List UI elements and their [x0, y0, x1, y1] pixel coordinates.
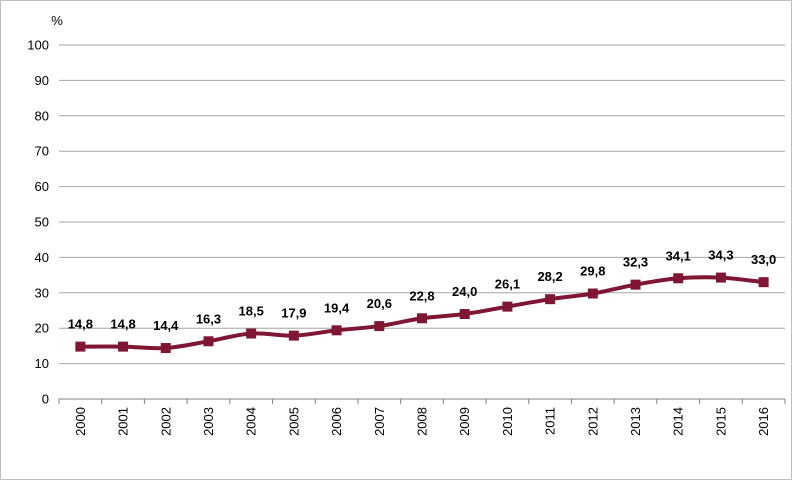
data-point — [587, 288, 598, 299]
x-axis — [58, 398, 786, 404]
data-point — [331, 325, 342, 336]
data-label: 26,1 — [495, 277, 520, 292]
data-label: 14,4 — [153, 318, 179, 333]
data-label: 16,3 — [196, 311, 221, 326]
data-labels: 14,8 14,8 14,4 16,3 18,5 17,9 19,4 20,6 22,8 24,0… — [68, 248, 777, 333]
data-point — [203, 336, 214, 347]
data-label: 34,3 — [708, 248, 733, 263]
data-point — [246, 328, 257, 339]
x-tick-label: 2001 — [116, 407, 131, 436]
x-tick-label: 2012 — [585, 407, 600, 436]
x-tick-label: 2009 — [457, 407, 472, 436]
data-point — [630, 279, 641, 290]
data-point — [75, 341, 86, 352]
data-point — [374, 321, 385, 332]
y-tick-label: 20 — [35, 321, 49, 336]
gridlines — [59, 44, 785, 365]
x-tick-label: 2002 — [158, 407, 173, 436]
y-tick-label: 10 — [35, 356, 49, 371]
x-tick-label: 2005 — [286, 407, 301, 436]
data-point — [545, 294, 556, 305]
data-point — [459, 309, 470, 320]
data-label: 20,6 — [367, 296, 392, 311]
data-label: 34,1 — [666, 248, 691, 263]
y-axis-unit-label: % — [51, 13, 63, 28]
y-tick-label: 0 — [42, 392, 49, 407]
x-tick-label: 2015 — [713, 407, 728, 436]
data-point — [118, 341, 129, 352]
data-point — [160, 343, 171, 354]
y-axis-ticks: 0 10 20 30 40 50 60 70 80 90 100 — [27, 38, 49, 407]
data-point — [673, 273, 684, 284]
data-label: 18,5 — [239, 304, 264, 319]
data-label: 17,9 — [281, 306, 306, 321]
x-tick-label: 2008 — [415, 407, 430, 436]
y-tick-label: 90 — [35, 73, 49, 88]
x-tick-label: 2010 — [500, 407, 515, 436]
y-tick-label: 30 — [35, 285, 49, 300]
data-label: 24,0 — [452, 284, 477, 299]
x-tick-label: 2000 — [73, 407, 88, 436]
data-point — [758, 277, 769, 288]
x-tick-label: 2014 — [671, 407, 686, 436]
data-label: 32,3 — [623, 255, 648, 270]
x-tick-label: 2006 — [329, 407, 344, 436]
y-tick-label: 60 — [35, 179, 49, 194]
x-tick-label: 2016 — [756, 407, 771, 436]
y-tick-label: 100 — [27, 38, 49, 53]
x-tick-label: 2004 — [244, 407, 259, 436]
data-label: 14,8 — [110, 317, 135, 332]
data-label: 22,8 — [409, 288, 434, 303]
data-label: 19,4 — [324, 300, 350, 315]
y-tick-label: 80 — [35, 108, 49, 123]
data-label: 33,0 — [751, 252, 776, 267]
data-point — [417, 313, 427, 324]
data-label: 14,8 — [68, 317, 93, 332]
x-tick-label: 2011 — [543, 407, 558, 435]
x-tick-label: 2003 — [201, 407, 216, 436]
data-point — [288, 330, 299, 341]
data-label: 28,2 — [537, 269, 562, 284]
y-tick-label: 50 — [35, 215, 49, 230]
series-group — [75, 272, 769, 354]
x-tick-label: 2013 — [628, 407, 643, 436]
x-tick-label: 2007 — [372, 407, 387, 436]
x-axis-ticks: 2000 2001 2002 2003 2004 2005 2006 2007 2008 2009… — [73, 407, 771, 436]
data-point — [715, 272, 726, 283]
y-tick-label: 70 — [35, 144, 49, 159]
data-label: 29,8 — [580, 264, 605, 279]
data-point — [502, 301, 513, 312]
y-tick-label: 40 — [35, 250, 49, 265]
